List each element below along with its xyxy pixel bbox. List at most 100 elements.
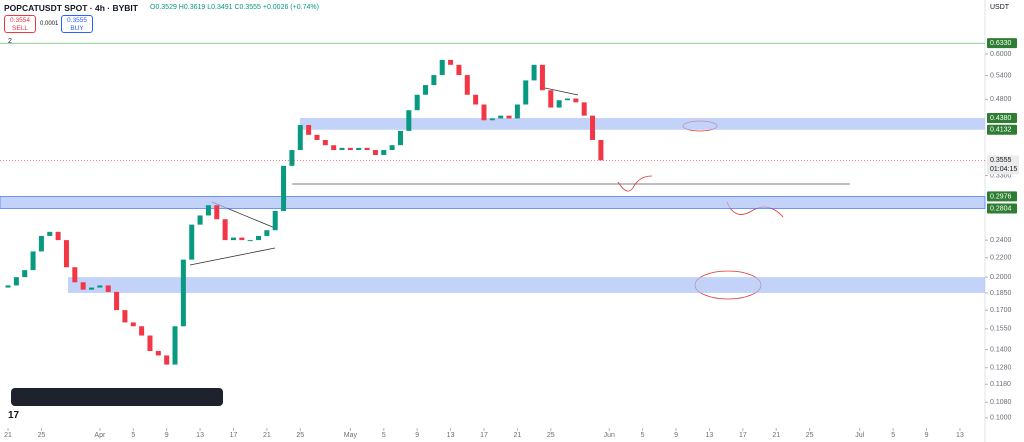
annotation-arrow [617,175,653,192]
x-tick-label: 9 [415,432,419,439]
candle-body [239,237,245,241]
x-tick-label: 21 [263,432,271,439]
candle-body [230,237,236,241]
price-label: 0.2976 [990,193,1012,200]
candle-body [130,322,136,327]
candle-body [339,147,345,151]
candle-body [481,104,487,121]
x-tick-label: 25 [38,432,46,439]
candle-body [122,310,128,323]
candle-body [97,285,103,288]
candle-body [63,240,69,268]
candle-body [364,147,370,151]
candle-body [272,210,278,231]
y-tick-label: 0.5400 [990,72,1012,79]
candle-body [448,59,454,65]
price-label-box [987,203,1017,214]
ohlc: O0.3529 H0.3619 L0.3491 C0.3555 +0.0026 … [150,4,319,11]
countdown: 01:04:15 [990,166,1017,173]
candle-body [289,150,295,166]
candle-body [439,59,445,76]
x-tick-label: 5 [382,432,386,439]
x-tick-label: May [344,432,358,439]
candle-body [164,355,170,365]
y-tick-label: 0.1550 [990,326,1012,333]
price-label-box [987,112,1017,123]
candle-body [372,150,378,155]
candle-body [5,285,11,288]
x-tick-label: 21 [772,432,780,439]
candle-body [30,251,36,271]
candle-body [406,110,412,131]
candle-body [256,235,262,241]
sell-button[interactable]: 0.3554 SELL [4,15,36,33]
candle-body [581,102,587,116]
price-label-box [987,191,1017,202]
x-tick-label: 25 [296,432,304,439]
x-tick-label: 25 [547,432,555,439]
price-label-box [987,124,1017,135]
candle-body [214,205,220,220]
drawing-toolbar[interactable] [11,388,223,406]
x-tick-label: 13 [196,432,204,439]
y-tick-label: 0.1180 [990,381,1011,388]
candle-body [381,150,387,155]
candle-body [155,351,161,356]
x-tick-label: 13 [956,432,964,439]
candle-body [13,277,19,286]
price-label: 0.6330 [990,40,1012,47]
indicator-count[interactable]: 2 [8,38,12,45]
buy-price: 0.3555 [67,17,87,24]
candle-body [564,98,570,101]
candle-body [331,145,337,151]
candle-body [38,235,44,252]
currency[interactable]: USDT [990,4,1010,11]
y-tick-label: 0.2000 [990,274,1012,281]
candle-body [489,118,495,121]
candle-body [414,94,420,111]
symbol: POPCATUSDT SPOT · 4h · BYBIT [4,3,138,13]
candle-body [347,147,353,151]
x-tick-label: 25 [806,432,814,439]
candle-body [281,165,287,211]
x-tick-label: 9 [925,432,929,439]
candle-body [139,326,145,336]
candle-body [431,75,437,86]
x-tick-label: Jun [604,432,615,439]
candle-body [539,64,545,91]
candle-body [531,64,537,81]
candle-body [423,85,429,95]
y-tick-label: 0.1280 [990,365,1012,372]
candle-body [55,231,61,241]
candle-body [205,205,211,216]
y-tick-label: 0.1400 [990,346,1012,353]
buy-label: BUY [70,25,84,32]
candle-body [114,291,120,311]
x-tick-label: 13 [447,432,455,439]
candle-body [356,147,362,151]
y-tick-label: 0.1080 [990,399,1012,406]
x-tick-label: 5 [641,432,645,439]
candle-body [72,267,78,283]
y-tick-label: 0.2400 [990,237,1012,244]
candle-body [47,231,53,236]
x-tick-label: 21 [513,432,521,439]
x-tick-label: 5 [131,432,135,439]
spread: 0.0001 [40,21,59,27]
buy-button[interactable]: 0.3555 BUY [61,15,93,33]
candle-body [197,215,203,225]
x-tick-label: 17 [739,432,747,439]
price-label: 0.4132 [990,127,1012,134]
sell-price: 0.3554 [10,17,30,24]
candle-body [322,139,328,146]
y-tick-label: 0.1700 [990,307,1012,314]
x-tick-label: Jul [855,432,864,439]
last-price-box [987,155,1019,175]
candle-body [456,64,462,76]
candle-body [247,240,253,242]
candle-body [590,115,596,140]
tv-logo: 17 [8,410,20,421]
candle-body [22,270,28,278]
